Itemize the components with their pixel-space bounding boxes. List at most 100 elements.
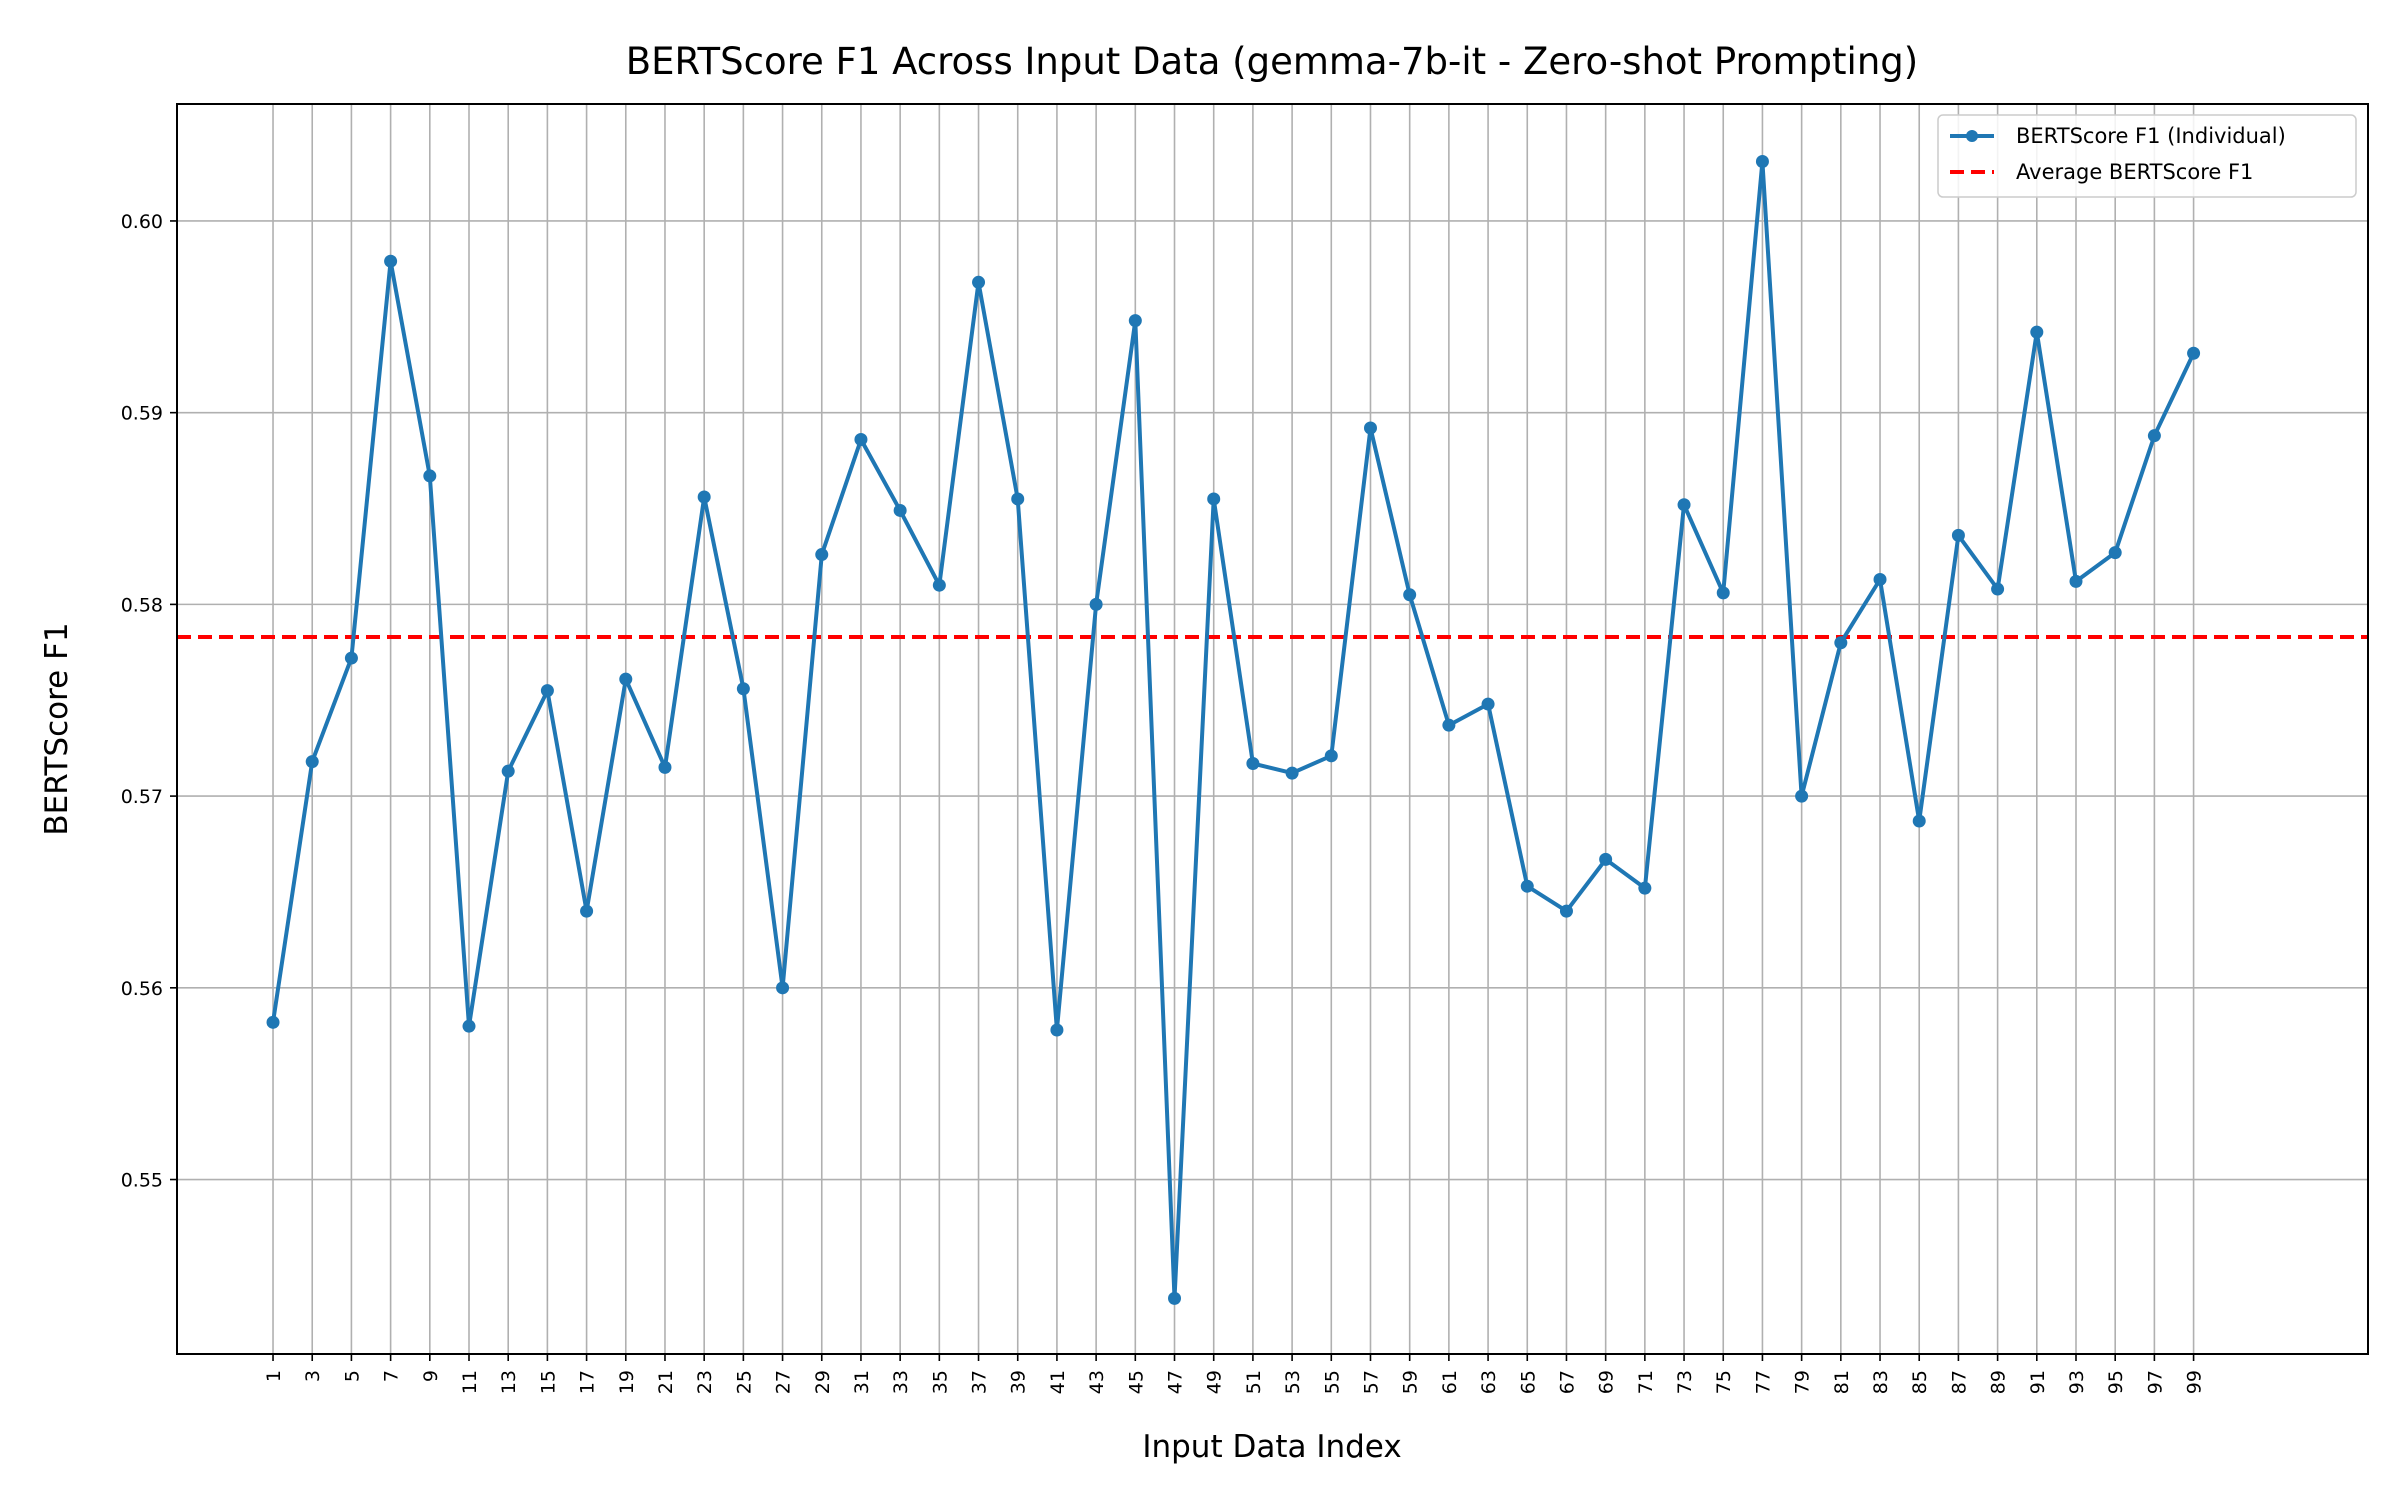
x-tick-label: 71 [1635,1370,1657,1394]
data-point [1128,314,1142,328]
data-point [1285,766,1299,780]
x-tick-label: 87 [1948,1370,1970,1394]
x-tick-label: 51 [1243,1370,1265,1394]
data-point [1834,636,1848,650]
x-tick-label: 3 [302,1370,324,1382]
x-tick-label: 7 [381,1370,403,1382]
data-point [1716,586,1730,600]
series-line-individual [271,159,2196,1301]
data-point [1951,528,1965,542]
data-point [1873,572,1887,586]
data-point [540,684,554,698]
y-tick-label: 0.57 [121,786,163,808]
x-tick-label: 97 [2144,1370,2166,1394]
x-tick-label: 31 [851,1370,873,1394]
legend-box [1937,114,2357,198]
data-point [1363,421,1377,435]
x-tick-label: 69 [1596,1370,1618,1394]
plot-area-frame [176,103,2369,1355]
data-point [580,904,594,918]
x-tick-label: 73 [1674,1370,1696,1394]
x-tick-label: 53 [1282,1370,1304,1394]
data-point [1795,789,1809,803]
data-point [893,503,907,517]
data-point [815,548,829,562]
x-tick-label: 81 [1831,1370,1853,1394]
legend-series-marker [1966,130,1978,142]
x-tick-label: 45 [1125,1370,1147,1394]
data-point [2187,346,2201,360]
x-tick-label: 13 [498,1370,520,1394]
data-point [1912,814,1926,828]
x-tick-label: 99 [2184,1370,2206,1394]
grid-lines [177,104,2368,1354]
x-tick-label: 29 [812,1370,834,1394]
x-tick-label: 1 [263,1370,285,1382]
data-point [1050,1023,1064,1037]
x-tick-label: 63 [1478,1370,1500,1394]
x-axis-label: Input Data Index [1142,1429,1401,1465]
x-tick-label: 11 [459,1370,481,1394]
data-point [1638,881,1652,895]
x-tick-label: 39 [1008,1370,1030,1394]
data-point [1599,852,1613,866]
x-tick-label: 79 [1792,1370,1814,1394]
data-point [305,755,319,769]
data-point [1168,1291,1182,1305]
x-tick-label: 95 [2105,1370,2127,1394]
x-tick-label: 65 [1517,1370,1539,1394]
x-tick-label: 27 [773,1370,795,1394]
x-tick-label: 37 [969,1370,991,1394]
data-point [658,760,672,774]
legend: BERTScore F1 (Individual) Average BERTSc… [1937,114,2357,198]
x-tick-label: 21 [655,1370,677,1394]
data-point [972,275,986,289]
data-point [501,764,515,778]
x-tick-label: 43 [1086,1370,1108,1394]
x-tick-label: 85 [1909,1370,1931,1394]
y-tick-label: 0.56 [121,978,163,1000]
data-point [1403,588,1417,602]
data-point [1755,155,1769,169]
data-point [932,578,946,592]
x-tick-label: 41 [1047,1370,1069,1394]
x-tick-label: 77 [1752,1370,1774,1394]
data-point [1089,597,1103,611]
x-tick-label: 47 [1165,1370,1187,1394]
x-tick-label: 91 [2027,1370,2049,1394]
x-tick-label: 33 [890,1370,912,1394]
x-tick-label: 9 [420,1370,442,1382]
data-point [266,1015,280,1029]
data-point [736,682,750,696]
x-tick-label: 83 [1870,1370,1892,1394]
x-tick-label: 23 [694,1370,716,1394]
x-tick-label: 59 [1400,1370,1422,1394]
y-tick-label: 0.60 [121,211,163,233]
x-tick-label: 55 [1321,1370,1343,1394]
x-tick-label: 67 [1556,1370,1578,1394]
x-tick-label: 5 [341,1370,363,1382]
x-tick-label: 75 [1713,1370,1735,1394]
x-tick-label: 19 [616,1370,638,1394]
data-point [1559,904,1573,918]
data-point [1207,492,1221,506]
data-point [1324,749,1338,763]
data-point [1481,697,1495,711]
x-tick-label: 15 [537,1370,559,1394]
data-point [2069,574,2083,588]
data-point [344,651,358,665]
x-tick-label: 49 [1204,1370,1226,1394]
data-point [776,981,790,995]
data-point [384,254,398,268]
data-point [1677,498,1691,512]
data-point [462,1019,476,1033]
data-point [2108,546,2122,560]
y-tick-label: 0.55 [121,1170,163,1192]
y-tick-label: 0.59 [121,403,163,425]
y-tick-label: 0.58 [121,594,163,616]
series-layer [266,155,2201,1305]
y-axis-label: BERTScore F1 [39,622,75,835]
data-point [619,672,633,686]
